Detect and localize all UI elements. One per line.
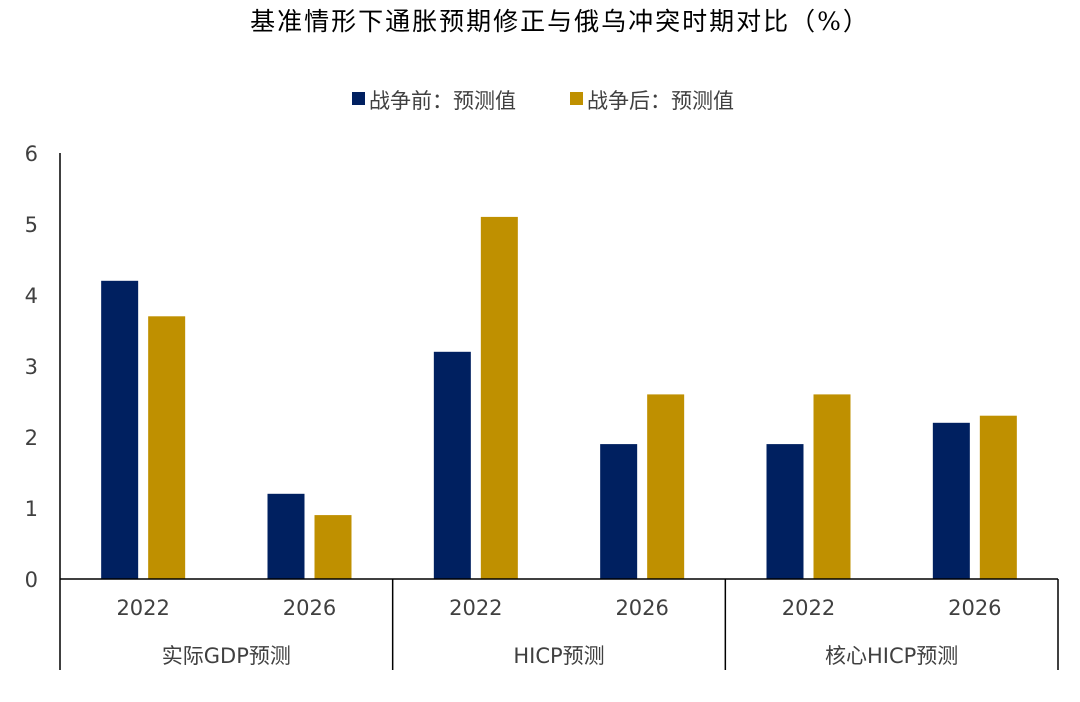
y-tick-label: 0 [25,568,38,592]
bar-prewar-0 [101,280,139,579]
bar-prewar-3 [600,444,638,579]
legend-swatch-prewar [352,92,365,105]
bar-postwar-5 [979,415,1017,579]
group-label: HICP预测 [513,644,604,668]
bar-postwar-3 [647,394,685,579]
group-label: 实际GDP预测 [162,644,291,668]
bar-postwar-2 [480,216,518,579]
legend: 战争前：预测值 战争后：预测值 [352,89,734,113]
x-tick-label: 2026 [948,596,1001,620]
y-tick-label: 1 [25,497,38,521]
legend-label-prewar: 战争前：预测值 [369,89,516,113]
x-tick-label: 2022 [449,596,502,620]
legend-swatch-postwar [570,92,583,105]
chart-title: 基准情形下通胀预期修正与俄乌冲突时期对比（%） [250,7,870,36]
x-tick-label: 2026 [615,596,668,620]
bar-prewar-1 [267,493,305,579]
y-tick-label: 3 [25,355,38,379]
bar-postwar-1 [314,515,352,579]
y-tick-label: 2 [25,426,38,450]
axes [59,153,1059,670]
x-tick-label: 2022 [782,596,835,620]
bar-postwar-0 [148,316,186,579]
group-label: 核心HICP预测 [825,644,958,668]
bar-prewar-5 [932,422,970,579]
y-tick-label: 6 [25,142,38,166]
bar-prewar-4 [766,444,804,579]
y-axis-ticks: 0 1 2 3 4 5 6 [25,142,38,592]
x-tick-label: 2022 [116,596,169,620]
y-tick-label: 4 [25,284,38,308]
y-tick-label: 5 [25,213,38,237]
bar-prewar-2 [433,351,471,579]
bar-postwar-4 [813,394,851,579]
x-tick-label: 2026 [283,596,336,620]
x-axis-labels: 2022 2026 2022 2026 2022 2026 实际GDP预测 HICP预测 核心H… [116,596,1001,668]
bars [101,216,1017,579]
legend-label-postwar: 战争后：预测值 [587,89,734,113]
